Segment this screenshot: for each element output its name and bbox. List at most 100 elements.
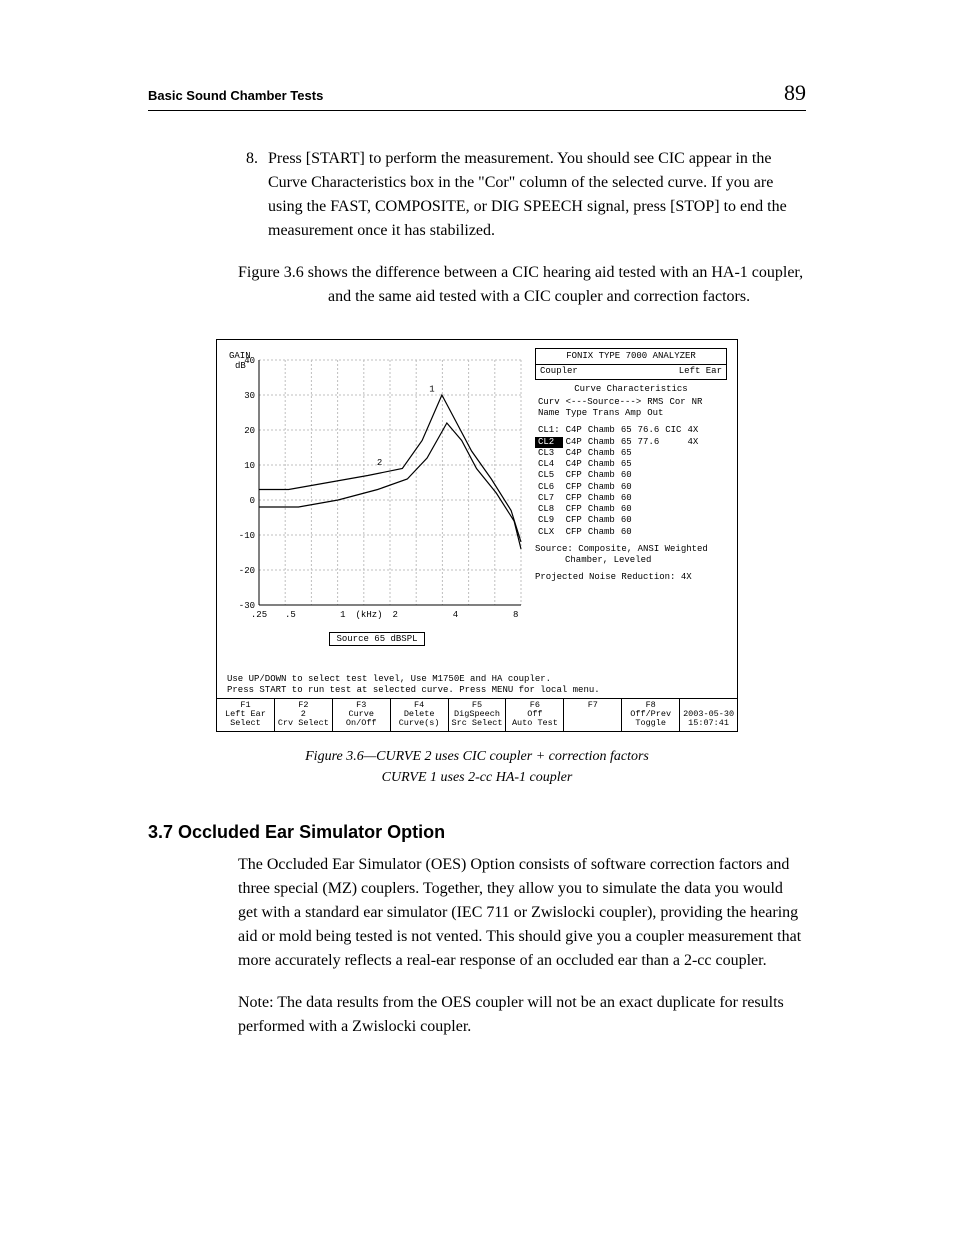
caption-line-1: Figure 3.6—CURVE 2 uses CIC coupler + co… [148,746,806,767]
hdr-cor: Cor [666,397,688,408]
curve-cell: CFP [563,482,585,493]
curve-cell: Chamb [585,437,618,448]
hdr-curv: Curv [535,397,563,408]
svg-text:0: 0 [250,496,255,506]
curve-cell: 65 [618,425,635,436]
chamber-info: Chamber, Leveled [535,555,727,566]
curve-cell: Chamb [585,459,618,470]
svg-text:-20: -20 [239,566,255,576]
figure-ref-paragraph: Figure 3.6 shows the difference between … [238,261,806,309]
curve-cell: CL2 [535,437,563,448]
coupler-row: Coupler Left Ear [535,365,727,379]
curve-cell: CL6 [535,482,563,493]
function-key: F4DeleteCurve(s) [391,699,449,731]
curve-cell: Chamb [585,470,618,481]
step-text: Press [START] to perform the measurement… [268,147,806,243]
curve-cell: CL5 [535,470,563,481]
curve-cell [684,527,701,538]
function-key: 2003-05-3015:07:41 [680,699,737,731]
curve-cell: 60 [618,482,635,493]
svg-text:2: 2 [393,610,398,620]
curve-cell [662,437,684,448]
instruction-1: Use UP/DOWN to select test level, Use M1… [217,674,737,685]
svg-text:20: 20 [244,426,255,436]
curve-cell: Chamb [585,448,618,459]
curve-cell: CFP [563,527,585,538]
running-head: Basic Sound Chamber Tests [148,88,323,103]
coupler-label: Coupler [540,366,578,377]
figure-caption: Figure 3.6—CURVE 2 uses CIC coupler + co… [148,746,806,788]
svg-text:-10: -10 [239,531,255,541]
curve-cell: CFP [563,493,585,504]
curve-cell [635,515,663,526]
step-8: 8. Press [START] to perform the measurem… [238,147,806,243]
curve-cell: CFP [563,515,585,526]
curve-cell [684,504,701,515]
function-key: F22Crv Select [275,699,333,731]
curve-cell: Chamb [585,425,618,436]
function-keys: F1Left EarSelectF22Crv SelectF3CurveOn/O… [217,698,737,731]
curve-cell: 77.6 [635,437,663,448]
curve-cell [684,448,701,459]
hdr-name: Name [535,408,563,419]
noise-info: Projected Noise Reduction: 4X [535,572,727,583]
svg-text:4: 4 [453,610,458,620]
function-key: F5DigSpeechSrc Select [449,699,507,731]
curve-cell: 65 [618,437,635,448]
curve-cell: CL9 [535,515,563,526]
curve-cell: CL8 [535,504,563,515]
curve-cell [635,527,663,538]
curve-cell: C4P [563,448,585,459]
page-header: Basic Sound Chamber Tests 89 [148,80,806,111]
instruction-2: Press START to run test at selected curv… [217,685,737,696]
curve-cell [635,504,663,515]
curve-cell [635,459,663,470]
curve-cell [635,482,663,493]
function-key: F3CurveOn/Off [333,699,391,731]
curve-cell: 60 [618,493,635,504]
curve-cell: 60 [618,515,635,526]
curve-table: CL1:C4PChamb6576.6CIC4XCL2C4PChamb6577.6… [535,425,701,538]
curve-cell [662,504,684,515]
page-number: 89 [784,80,806,106]
figure-3-6: 403020100-10-20-30GAINdB.25.51(kHz)24812… [148,339,806,788]
function-key: F7 [564,699,622,731]
curve-cell [662,482,684,493]
function-key: F1Left EarSelect [217,699,275,731]
curve-cell [662,459,684,470]
section-heading: 3.7 Occluded Ear Simulator Option [148,822,806,843]
curve-cell: 60 [618,470,635,481]
svg-text:2: 2 [377,458,382,468]
curve-cell [635,493,663,504]
source-label: Source 65 dBSPL [329,632,424,646]
curve-cell: Chamb [585,515,618,526]
step-number: 8. [238,147,258,243]
curve-cell [662,493,684,504]
curve-cell [684,493,701,504]
curve-cell: CL1: [535,425,563,436]
curve-cell: 60 [618,527,635,538]
svg-text:1: 1 [340,610,345,620]
curve-cell [684,515,701,526]
curve-cell [684,459,701,470]
svg-text:8: 8 [513,610,518,620]
svg-text:(kHz): (kHz) [356,610,383,620]
hdr-out: Out [644,408,666,419]
curve-cell: 65 [618,459,635,470]
hdr-tta: Type Trans Amp [563,408,645,419]
svg-text:dB: dB [235,361,246,371]
curve-cell [635,470,663,481]
curve-cell: Chamb [585,504,618,515]
function-key: F8Off/PrevToggle [622,699,680,731]
curve-cell [684,482,701,493]
curve-cell: CLX [535,527,563,538]
curve-cell [635,448,663,459]
curve-cell: CL4 [535,459,563,470]
analyzer-box: FONIX TYPE 7000 ANALYZER [535,348,727,365]
svg-text:30: 30 [244,391,255,401]
function-key: F6OffAuto Test [506,699,564,731]
curve-cell: C4P [563,437,585,448]
curve-char-title: Curve Characteristics [535,384,727,395]
svg-text:.25: .25 [251,610,267,620]
curve-cell: CFP [563,504,585,515]
